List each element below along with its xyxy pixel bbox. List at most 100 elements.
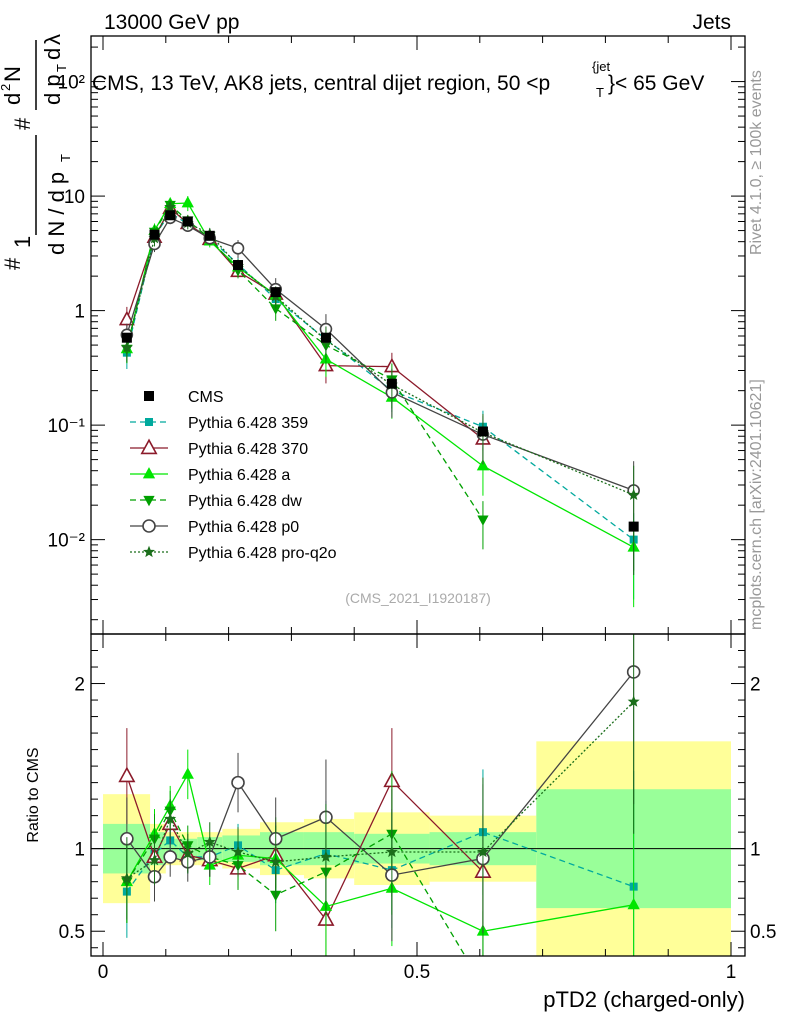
ratio-y-tick-label-right: 0.5 (750, 922, 776, 943)
series-line-5 (126, 205, 634, 496)
ratio-y-tick-label: 1 (74, 840, 85, 861)
legend: CMS Pythia 6.428 359 Pythia 6.428 370 Pythi… (130, 389, 337, 562)
title-superscript: {jet (592, 59, 610, 74)
legend-marker (140, 438, 158, 455)
legend-marker (142, 545, 156, 558)
series-point (476, 459, 490, 471)
legend-label: Pythia 6.428 370 (188, 441, 308, 458)
ratio-y-tick-label: 2 (74, 675, 85, 696)
svg-text:d: d (0, 93, 25, 105)
process-label: Jets (692, 11, 731, 34)
svg-text:T: T (54, 64, 69, 72)
x-axis-label: pTD2 (charged-only) (543, 987, 745, 1012)
ratio-point (627, 897, 640, 910)
ratio-point (181, 847, 194, 859)
title-tail: }< 65 GeV (608, 72, 704, 95)
y-tick-label: 1 (74, 302, 85, 323)
x-tick-label: 0.5 (404, 962, 430, 983)
svg-text:#: # (10, 117, 35, 130)
ratio-point (231, 775, 245, 790)
ratio-point (269, 855, 282, 867)
y-tick-label: 10² (58, 73, 85, 94)
svg-text:#: # (0, 257, 25, 270)
cms-data-point (628, 521, 639, 532)
cms-data-point (149, 229, 160, 240)
series-point (627, 488, 640, 501)
svg-text:T: T (58, 154, 73, 162)
series-point (164, 200, 177, 213)
ratio-line-3 (126, 809, 466, 956)
cms-data-point (233, 260, 244, 271)
legend-marker (144, 391, 154, 401)
ratio-point (118, 766, 136, 783)
svg-text:N: N (0, 66, 25, 82)
ratio-panel: 0 0.5 1 0.5 0.5 1 1 2 2 (59, 633, 776, 991)
series-point (477, 515, 489, 526)
cms-data-point (270, 287, 281, 298)
series-point (120, 341, 133, 353)
cms-data-point (182, 216, 193, 227)
collision-energy-label: 13000 GeV pp (104, 11, 239, 34)
series-line-1 (126, 207, 484, 440)
ratio-point (203, 835, 216, 848)
ratio-point (164, 812, 177, 825)
svg-text:d N / d p: d N / d p (44, 172, 69, 255)
ratio-point (148, 853, 161, 866)
ratio-point (120, 872, 133, 884)
cms-data-point (165, 210, 176, 221)
series-line-3 (126, 203, 484, 520)
ratio-point (627, 695, 640, 707)
ratio-point (181, 767, 194, 779)
cms-data-point (386, 378, 397, 389)
svg-text:CMS, 13 TeV, AK8 jets, central: CMS, 13 TeV, AK8 jets, central dijet reg… (92, 72, 550, 95)
legend-marker (142, 519, 156, 533)
rivet-version-label: Rivet 4.1.0, ≥ 100k events (748, 70, 765, 255)
y-tick-label: 10 (64, 187, 85, 208)
ratio-y-tick-label-right: 1 (750, 840, 761, 861)
legend-label: Pythia 6.428 a (188, 467, 290, 484)
x-tick-label: 1 (726, 962, 737, 983)
legend-label: Pythia 6.428 dw (188, 493, 302, 510)
y-tick-label: 10⁻² (48, 531, 86, 552)
ratio-point (319, 850, 332, 863)
ratio-y-axis-label: Ratio to CMS (25, 747, 42, 842)
legend-marker (142, 467, 156, 479)
ratio-series-group (118, 634, 641, 991)
mcplots-label: mcplots.cern.ch [arXiv:2401.10621] (748, 379, 765, 630)
ratio-y-tick-label-right: 2 (750, 675, 761, 696)
ratio-point (232, 845, 245, 858)
legend-marker (143, 495, 155, 507)
plot-title: CMS, 13 TeV, AK8 jets, central dijet reg… (92, 59, 704, 100)
cms-data-point (204, 230, 215, 241)
analysis-tag: (CMS_2021_I1920187) (345, 590, 491, 606)
ratio-point (163, 850, 177, 864)
title-main: CMS, 13 TeV, AK8 jets, central dijet reg… (92, 72, 550, 95)
title-subscript: T (596, 85, 604, 100)
ratio-point (478, 982, 488, 991)
ratio-point (476, 845, 489, 858)
ratio-point (385, 845, 398, 858)
main-series-group (118, 196, 640, 608)
legend-label: Pythia 6.428 pro-q2o (188, 545, 337, 562)
series-point (231, 242, 245, 255)
cms-data-point (320, 332, 331, 343)
svg-text:d: d (40, 48, 65, 60)
cms-data-point (121, 332, 132, 343)
series-point (181, 196, 194, 208)
legend-marker (145, 418, 153, 426)
legend-label: CMS (188, 389, 224, 406)
ratio-frame (90, 633, 746, 957)
y-tick-label: 10⁻¹ (48, 416, 86, 437)
x-tick-label: 0 (98, 962, 109, 983)
ratio-y-tick-label: 0.5 (59, 922, 85, 943)
ratio-line-1 (126, 775, 484, 921)
legend-label: Pythia 6.428 p0 (188, 519, 299, 536)
ratio-line-5 (126, 701, 635, 879)
svg-text:2: 2 (0, 84, 13, 91)
series-line-0 (126, 211, 635, 541)
legend-label: Pythia 6.428 359 (188, 415, 308, 432)
svg-text:λ: λ (40, 34, 65, 45)
svg-text:1: 1 (10, 236, 35, 248)
svg-text:d p: d p (40, 74, 65, 105)
